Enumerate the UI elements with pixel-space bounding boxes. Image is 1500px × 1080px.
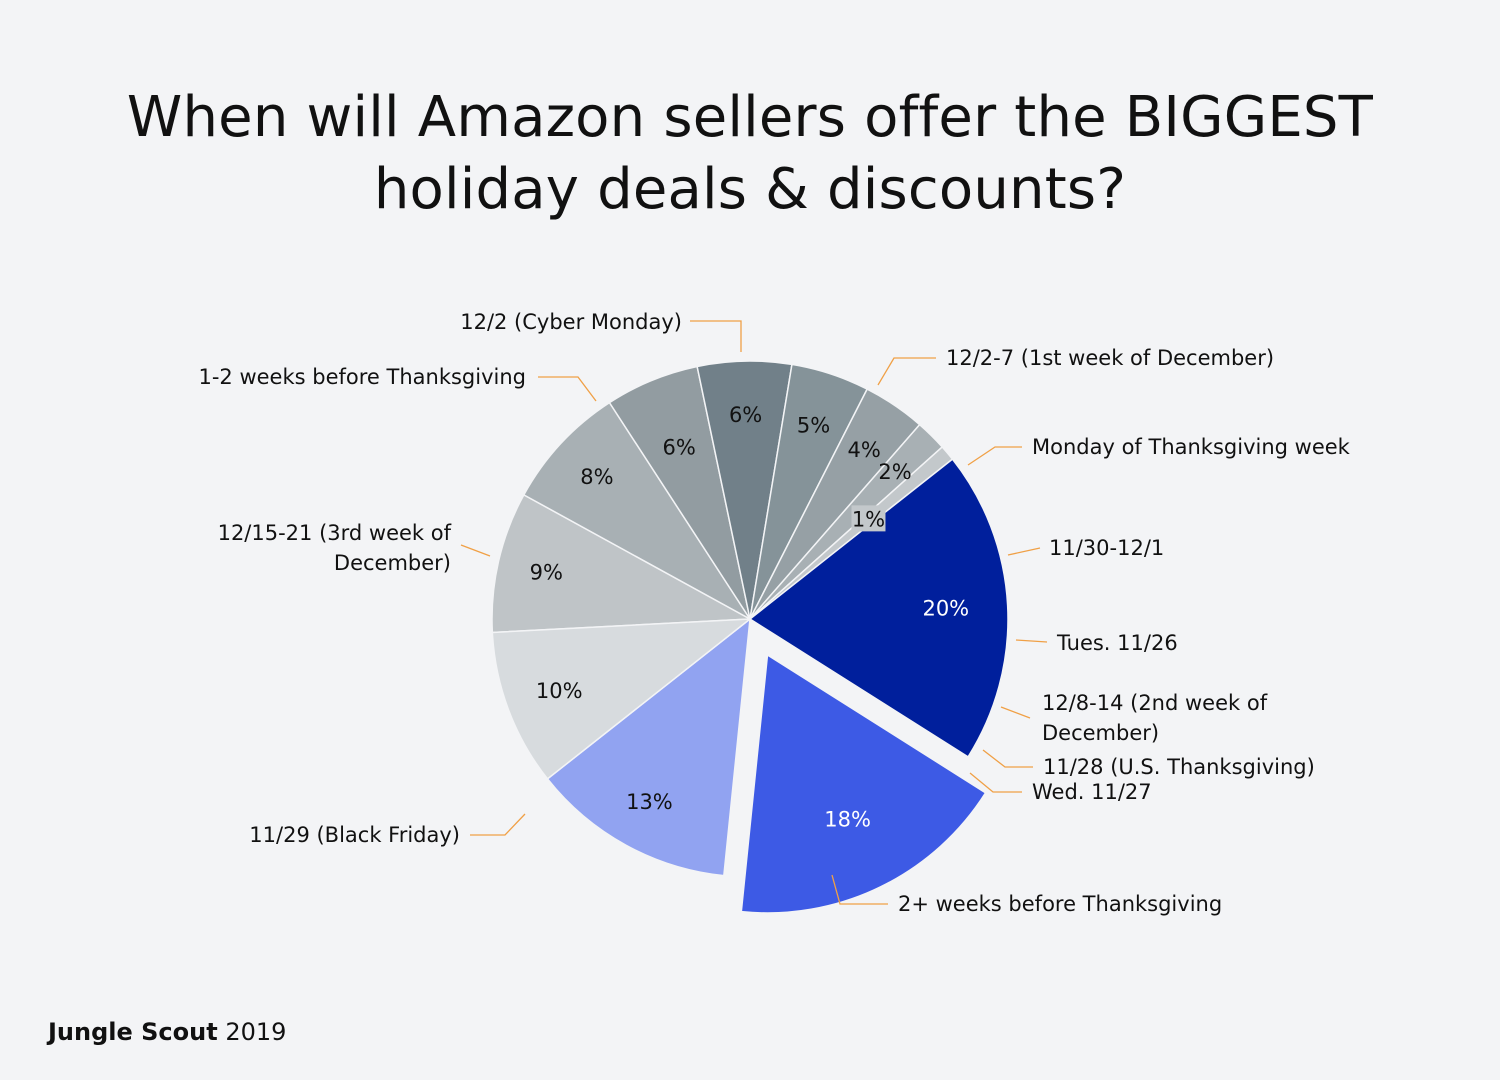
leader-line-8 [969, 772, 1022, 793]
percent-label-11: 13% [626, 790, 673, 814]
leader-line-4 [1007, 547, 1041, 556]
leader-line-12 [538, 376, 597, 402]
category-label-3: Monday of Thanksgiving week [1032, 435, 1351, 459]
pie-slice-9 [748, 458, 1009, 758]
chart-title-line-2: holiday deals & discounts? [373, 157, 1127, 222]
pie-slice-12 [491, 618, 753, 780]
category-label-2: 12/2-7 (1st week of December) [946, 346, 1274, 370]
percent-label-8: 1% [852, 507, 885, 531]
percent-label-2: 8% [580, 465, 613, 489]
pie-slice-2 [522, 401, 751, 620]
leader-line-5 [1015, 639, 1048, 643]
percent-label-3: 6% [663, 435, 696, 459]
category-label-11: 12/15-21 (3rd week of December) [218, 521, 452, 575]
leader-lines [460, 320, 1048, 905]
category-label-4: 11/30-12/1 [1049, 536, 1164, 560]
percent-label-12: 10% [536, 679, 583, 703]
category-label-1: 12/2 (Cyber Monday) [460, 310, 682, 334]
leader-line-10 [470, 813, 526, 836]
percent-label-4: 6% [729, 403, 762, 427]
leader-line-2 [877, 357, 936, 386]
pie-slice-10 [740, 653, 987, 914]
chart-title: When will Amazon sellers offer the BIGGE… [0, 82, 1500, 226]
source-brand: Jungle Scout [48, 1018, 218, 1046]
leader-line-3 [967, 446, 1022, 466]
leader-line-7 [982, 749, 1033, 768]
percent-label-10: 18% [824, 808, 871, 832]
category-label-10: 11/29 (Black Friday) [249, 823, 460, 847]
category-label-5: Tues. 11/26 [1056, 631, 1178, 655]
category-labels: 12/2 (Cyber Monday) 12/2-7 (1st week of D… [198, 310, 1350, 916]
chart-title-line-1: When will Amazon sellers offer the BIGGE… [126, 85, 1374, 150]
category-label-7: 11/28 (U.S. Thanksgiving) [1043, 755, 1315, 779]
percent-label-6: 4% [847, 438, 880, 462]
leader-line-11 [460, 544, 491, 557]
category-label-12: 1-2 weeks before Thanksgiving [198, 365, 526, 389]
category-label-6: 12/8-14 (2nd week of December) [1042, 691, 1268, 745]
leader-line-9 [831, 874, 888, 905]
source-credit: Jungle Scout 2019 [48, 1018, 286, 1046]
percent-label-1: 9% [530, 560, 563, 584]
category-label-8: Wed. 11/27 [1032, 780, 1152, 804]
percent-label-9: 20% [922, 597, 969, 621]
leader-line-1 [690, 320, 742, 352]
pie-slice-1 [491, 493, 753, 634]
percent-label-5: 5% [797, 413, 830, 437]
source-year: 2019 [225, 1018, 287, 1046]
percent-labels: 9% 8% 6% 6% 5% 4%2% 1% 20% 18% 13% 10% [530, 403, 970, 831]
percent-label-7: 2% [878, 460, 911, 484]
category-label-9: 2+ weeks before Thanksgiving [898, 892, 1222, 916]
pie-slices [491, 360, 1009, 914]
percent-label-bg-8 [851, 505, 886, 532]
pie-slice-11 [546, 617, 751, 877]
leader-line-6 [1000, 706, 1031, 719]
